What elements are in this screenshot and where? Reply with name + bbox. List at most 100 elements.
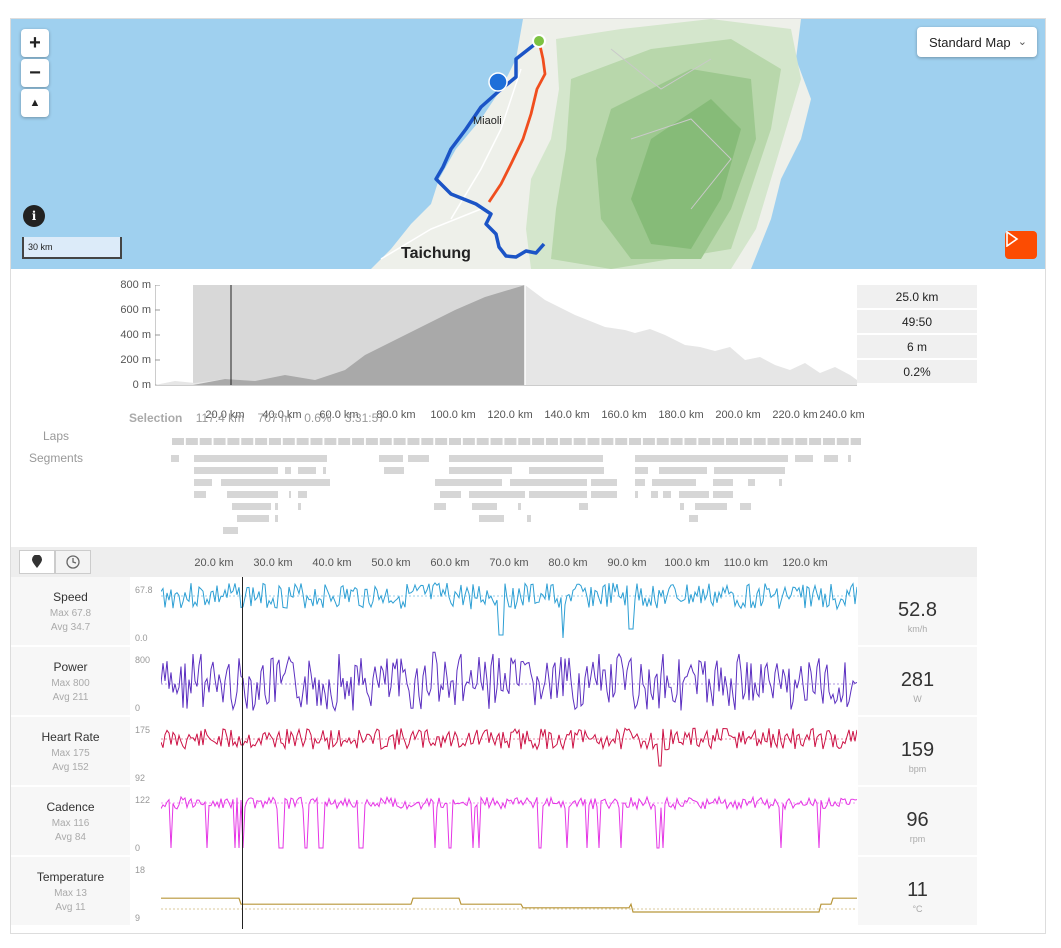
stream-unit: °C [912, 904, 923, 914]
map-scale: 30 km [22, 237, 122, 259]
lap-bar[interactable] [781, 438, 794, 445]
lap-bar[interactable] [587, 438, 600, 445]
map-pin-icon [32, 555, 42, 568]
selection-distance: 117.4 km [195, 411, 245, 425]
stream-label: Cadence Max 116 Avg 84 [11, 787, 130, 855]
stream-x-tick: 30.0 km [253, 557, 293, 569]
lap-bar[interactable] [656, 438, 669, 445]
info-icon[interactable]: i [23, 205, 45, 227]
map-type-label: Standard Map [929, 34, 1011, 50]
map-canvas[interactable] [11, 19, 1046, 269]
laps-segments-bars[interactable] [161, 431, 861, 541]
lap-bar[interactable] [352, 438, 365, 445]
stream-axis-top: 18 [135, 865, 146, 875]
lap-bar[interactable] [172, 438, 184, 445]
lap-bar[interactable] [421, 438, 434, 445]
lap-bar[interactable] [712, 438, 725, 445]
lap-bar[interactable] [268, 438, 281, 445]
lap-bar[interactable] [407, 438, 420, 445]
lap-bar[interactable] [227, 438, 240, 445]
stream-graph[interactable] [161, 721, 857, 783]
stream-graph[interactable] [161, 791, 857, 853]
route-map[interactable]: + − ▲ Miaoli Taichung Standard Map ⌄ i 3… [11, 19, 1046, 269]
time-view-toggle[interactable] [55, 550, 91, 574]
stat-distance: 25.0 km [857, 285, 977, 308]
stream-row: Cadence Max 116 Avg 84 122 0 96 rpm [11, 787, 977, 857]
stream-x-tick: 110.0 km [723, 557, 769, 569]
lap-bar[interactable] [241, 438, 254, 445]
lap-bar[interactable] [449, 438, 461, 445]
lap-bar[interactable] [670, 438, 683, 445]
lap-bar[interactable] [684, 438, 697, 445]
selection-time: 3:31:57 [344, 411, 385, 425]
lap-bar[interactable] [365, 438, 378, 445]
stream-unit: rpm [909, 834, 926, 844]
stream-graph[interactable] [161, 861, 857, 923]
lap-bar[interactable] [338, 438, 351, 445]
lap-bar[interactable] [310, 438, 323, 445]
stream-unit: W [913, 694, 922, 704]
elevation-chart[interactable]: 800 m 600 m 400 m 200 m 0 m 20.0 km 40.0… [11, 269, 1045, 429]
lap-bar[interactable] [462, 438, 475, 445]
stream-max: Max 13 [54, 888, 87, 899]
map-type-dropdown[interactable]: Standard Map ⌄ [917, 27, 1037, 57]
lap-bar[interactable] [296, 438, 309, 445]
stream-avg: Avg 211 [52, 692, 89, 703]
compass-button[interactable]: ▲ [21, 89, 49, 117]
lap-bar[interactable] [753, 438, 766, 445]
lap-bar[interactable] [185, 438, 198, 445]
play-flyby-button[interactable] [1005, 231, 1037, 259]
lap-bar[interactable] [836, 438, 849, 445]
elev-y-tick: 0 m [132, 379, 151, 391]
lap-bar[interactable] [518, 438, 531, 445]
stream-axis-top: 67.8 [135, 585, 153, 595]
lap-bar[interactable] [822, 438, 835, 445]
lap-bar[interactable] [199, 438, 212, 445]
selection-label: Selection [129, 411, 183, 425]
stream-row: Heart Rate Max 175 Avg 152 175 92 159 bp… [11, 717, 977, 787]
stream-x-tick: 60.0 km [430, 557, 470, 569]
distance-view-toggle[interactable] [19, 550, 55, 574]
lap-bar[interactable] [767, 438, 780, 445]
lap-bar[interactable] [615, 438, 628, 445]
lap-bar[interactable] [435, 438, 448, 445]
lap-bar[interactable] [213, 438, 226, 445]
lap-bar[interactable] [545, 438, 558, 445]
lap-bar[interactable] [601, 438, 614, 445]
stream-x-tick: 50.0 km [371, 557, 411, 569]
zoom-in-button[interactable]: + [21, 29, 49, 57]
elev-x-tick: 180.0 km [658, 409, 704, 421]
stream-label: Heart Rate Max 175 Avg 152 [11, 717, 130, 785]
lap-bar[interactable] [739, 438, 752, 445]
lap-bar[interactable] [642, 438, 655, 445]
stream-x-tick: 120.0 km [782, 557, 828, 569]
lap-bar[interactable] [324, 438, 337, 445]
lap-bar[interactable] [255, 438, 268, 445]
lap-bar[interactable] [850, 438, 861, 445]
lap-bar[interactable] [282, 438, 295, 445]
stream-row: Temperature Max 13 Avg 11 18 9 11 °C [11, 857, 977, 927]
stream-line [161, 582, 857, 639]
elev-x-tick: 20.0 km [205, 409, 245, 421]
lap-bar[interactable] [504, 438, 517, 445]
stream-axis-bottom: 92 [135, 773, 146, 783]
lap-bar[interactable] [573, 438, 586, 445]
zoom-out-button[interactable]: − [21, 59, 49, 87]
stream-axis-top: 800 [135, 655, 151, 665]
lap-bar[interactable] [698, 438, 711, 445]
lap-bar[interactable] [809, 438, 822, 445]
stream-axis-top: 122 [135, 795, 151, 805]
lap-bar[interactable] [393, 438, 406, 445]
lap-bar[interactable] [379, 438, 392, 445]
lap-bar[interactable] [532, 438, 545, 445]
lap-bar[interactable] [559, 438, 572, 445]
stream-graph[interactable] [161, 581, 857, 643]
stream-graph[interactable] [161, 651, 857, 713]
lap-bar[interactable] [629, 438, 642, 445]
stream-value: 52.8 [898, 599, 937, 621]
lap-bar[interactable] [490, 438, 503, 445]
lap-bar[interactable] [726, 438, 738, 445]
elevation-profile[interactable] [155, 285, 861, 395]
lap-bar[interactable] [476, 438, 489, 445]
lap-bar[interactable] [795, 438, 808, 445]
